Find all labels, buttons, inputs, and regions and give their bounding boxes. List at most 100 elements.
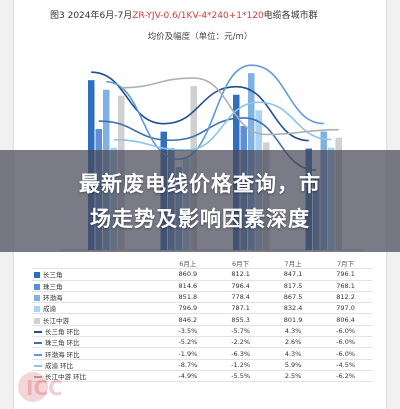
table-cell: -5.5% — [214, 370, 267, 383]
table-cell: -5.2% — [161, 336, 215, 349]
table-row: 成渝 环比 -8.7% -1.2% 5.9% -4.5% — [32, 359, 372, 371]
legend-label: 珠三角 环比 — [45, 339, 80, 348]
table-row-label: 长三角 环比 — [32, 325, 162, 338]
table-header-row: 6月上 6月下 7月上 7月下 — [32, 258, 372, 270]
table-header-6月上: 6月上 — [161, 258, 215, 270]
table-cell: 860.9 — [161, 268, 215, 281]
legend-swatch — [34, 342, 42, 345]
table-cell: -6.0% — [319, 336, 372, 349]
table-row: 长三角 860.9 812.1 847.1 796.1 — [32, 268, 372, 281]
table-cell: 801.9 — [267, 313, 320, 326]
table-cell: 847.1 — [267, 268, 320, 281]
table-cell: -4.5% — [319, 359, 372, 371]
table-cell: 812.2 — [319, 291, 372, 304]
table-header-corner — [32, 258, 162, 270]
banner-headline-2: 场走势及影响因素深度 — [90, 207, 310, 231]
legend-label: 成渝 — [43, 305, 56, 314]
legend-label: 长三角 — [43, 271, 63, 280]
table-row: 长江中游 846.2 855.3 801.9 806.4 — [32, 313, 372, 326]
table-cell: -6.0% — [319, 325, 372, 338]
overlay-banner — [0, 150, 400, 252]
legend-label: 成渝 环比 — [45, 361, 74, 370]
table-cell: 2.6% — [267, 336, 320, 349]
table-cell: -6.0% — [319, 347, 372, 360]
legend-label: 长江中游 — [43, 316, 69, 325]
table-cell: -3.5% — [161, 325, 215, 338]
logo-icon — [18, 372, 48, 402]
table-cell: 2.5% — [267, 370, 320, 383]
table-cell: -2.2% — [214, 336, 267, 349]
table-row-label: 成渝 — [32, 302, 162, 315]
table-cell: 768.1 — [319, 280, 372, 292]
table-cell: -4.9% — [161, 370, 215, 383]
banner-headline-1: 最新废电线价格查询，市 — [79, 172, 321, 196]
trend-line-长三角 — [91, 71, 309, 142]
table-cell: 796.4 — [214, 280, 267, 292]
legend-swatch — [34, 330, 42, 333]
table-cell: 812.1 — [214, 268, 267, 281]
table-cell: 832.4 — [267, 302, 320, 315]
figure-title-prefix: 图3 2024年6月-7月 — [50, 11, 133, 21]
table-row: 环渤海 环比 -1.9% -6.3% 4.3% -6.0% — [32, 347, 372, 360]
table-row-label: 环渤海 环比 — [32, 347, 162, 360]
legend-swatch — [34, 376, 42, 379]
table-cell: -1.2% — [214, 359, 267, 371]
table-row-label: 珠三角 — [32, 280, 162, 292]
table-cell: 817.5 — [267, 280, 320, 292]
data-table: 6月上 6月下 7月上 7月下 长三角 860.9 812.1 847.1 796.1 珠三角 81… — [32, 258, 372, 383]
table-cell: -6.2% — [319, 370, 372, 383]
table-header-6月下: 6月下 — [214, 258, 267, 270]
table-cell: 4.3% — [267, 325, 320, 338]
table-cell: 855.3 — [214, 313, 267, 326]
table-header-7月上: 7月上 — [267, 258, 320, 270]
table-cell: 846.2 — [161, 313, 215, 326]
table-row: 环渤海 851.8 778.4 867.5 812.2 — [32, 291, 372, 304]
table-header-7月下: 7月下 — [319, 258, 372, 270]
trend-line-成渝 — [113, 101, 332, 151]
table-row-label: 长江中游 环比 — [32, 370, 162, 383]
table-row: 珠三角 814.6 796.4 817.5 768.1 — [32, 280, 372, 292]
table-cell: 797.0 — [319, 302, 372, 315]
legend-label: 长三角 环比 — [45, 327, 80, 336]
legend-swatch — [34, 353, 42, 356]
trend-line-环渤海 — [106, 64, 324, 161]
table-cell: -1.9% — [161, 347, 215, 360]
table-row-label: 成渝 环比 — [32, 359, 162, 371]
table-row: 长江中游 环比 -4.9% -5.5% 2.5% -6.2% — [32, 370, 372, 383]
table-row: 成渝 796.9 787.1 832.4 797.0 — [32, 302, 372, 315]
legend-swatch — [34, 317, 40, 324]
figure-title: 图3 2024年6月-7月ZR-YJV-0.6/1KV-4*240+1*120电… — [50, 8, 318, 21]
table-row: 长三角 环比 -3.5% -5.7% 4.3% -6.0% — [32, 325, 372, 338]
table-cell: 867.5 — [267, 291, 320, 304]
trend-line-长江中游 — [121, 77, 339, 136]
logo-wordmark: ICC — [26, 376, 63, 400]
table-cell: 787.1 — [214, 302, 267, 315]
table-row-label: 珠三角 环比 — [32, 336, 162, 349]
table-cell: -5.7% — [214, 325, 267, 338]
table-cell: 4.3% — [267, 347, 320, 360]
legend-swatch — [34, 364, 42, 367]
table-cell: 796.1 — [319, 268, 372, 281]
figure-title-spec: ZR-YJV-0.6/1KV-4*240+1*120 — [132, 11, 264, 21]
legend-swatch — [34, 295, 40, 302]
legend-label: 环渤海 环比 — [45, 350, 80, 359]
chart-title: 均价及幅度（单位：元/m） — [147, 32, 253, 42]
legend-swatch — [34, 306, 40, 313]
table-cell: 5.9% — [267, 359, 320, 371]
legend-label: 长江中游 环比 — [45, 373, 87, 382]
legend-swatch — [34, 272, 40, 279]
figure-title-suffix: 电缆各城市群 — [263, 11, 318, 21]
table-cell: 814.6 — [161, 280, 215, 292]
table-cell: 851.8 — [161, 291, 215, 304]
table-cell: -6.3% — [214, 347, 267, 360]
table-cell: -8.7% — [161, 359, 215, 371]
legend-swatch — [34, 283, 40, 290]
table-cell: 796.9 — [161, 302, 215, 315]
table-row: 珠三角 环比 -5.2% -2.2% 2.6% -6.0% — [32, 336, 372, 349]
table-row-label: 长三角 — [32, 268, 162, 281]
table-cell: 778.4 — [214, 291, 267, 304]
table-cell: 806.4 — [319, 313, 372, 326]
table-row-label: 环渤海 — [32, 291, 162, 304]
table-row-label: 长江中游 — [32, 313, 162, 326]
